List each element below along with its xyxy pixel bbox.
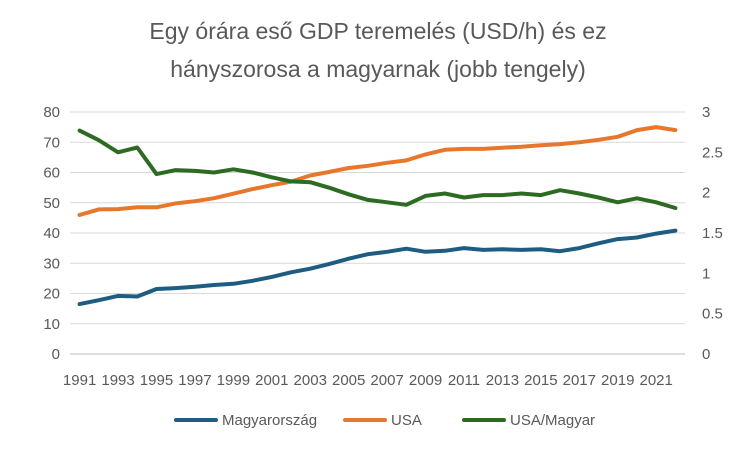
x-tick-label: 1993 [101, 372, 134, 389]
x-tick-label: 2021 [639, 372, 672, 389]
series-line-usa [77, 125, 678, 217]
x-tick-label: 2011 [448, 372, 480, 389]
y-left-tick-label: 70 [43, 134, 60, 151]
y-left-tick-label: 50 [43, 195, 60, 212]
y-left-tick-label: 10 [43, 316, 60, 333]
x-tick-label: 2001 [255, 372, 288, 389]
x-tick-label: 1995 [140, 372, 173, 389]
y-right-tick-label: 0 [702, 346, 710, 363]
y-left-tick-label: 40 [43, 225, 60, 242]
x-tick-label: 2009 [409, 372, 442, 389]
x-tick-label: 2005 [332, 372, 365, 389]
x-tick-label: 1999 [217, 372, 250, 389]
y-left-tick-label: 20 [43, 286, 60, 303]
x-tick-label: 2003 [294, 372, 327, 389]
legend-label: Magyarország [222, 412, 317, 429]
x-tick-label: 1991 [63, 372, 96, 389]
y-right-tick-label: 1.5 [702, 225, 723, 242]
legend-label: USA [391, 412, 422, 429]
x-tick-label: 2007 [370, 372, 403, 389]
x-tick-label: 2015 [524, 372, 557, 389]
y-left-tick-label: 0 [52, 346, 60, 363]
y-right-tick-label: 1 [702, 265, 710, 282]
x-tick-label: 2019 [601, 372, 634, 389]
y-left-tick-label: 80 [43, 104, 60, 121]
y-right-tick-label: 2.5 [702, 144, 723, 161]
legend-label: USA/Magyar [510, 412, 595, 429]
y-left-tick-label: 30 [43, 255, 60, 272]
x-tick-label: 2017 [563, 372, 596, 389]
y-right-tick-label: 0.5 [702, 306, 723, 323]
series-line-usa-magyar [77, 128, 678, 210]
x-tick-label: 2013 [486, 372, 519, 389]
y-left-tick-label: 60 [43, 165, 60, 182]
chart-title-line-2: hányszorosa a magyarnak (jobb tengely) [170, 56, 586, 82]
chart-title-line-1: Egy órára eső GDP teremelés (USD/h) és e… [149, 18, 607, 44]
y-right-tick-label: 2 [702, 185, 710, 202]
x-tick-label: 1997 [178, 372, 211, 389]
y-right-tick-label: 3 [702, 104, 710, 121]
series-line-magyarorsz-g [77, 228, 678, 307]
